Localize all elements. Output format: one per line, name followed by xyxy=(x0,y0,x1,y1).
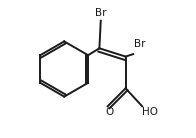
Text: O: O xyxy=(105,108,113,117)
Text: HO: HO xyxy=(142,108,158,117)
Text: Br: Br xyxy=(134,39,145,49)
Text: Br: Br xyxy=(95,8,106,18)
